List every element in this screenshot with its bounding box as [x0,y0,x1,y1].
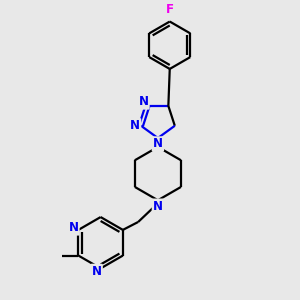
Text: N: N [130,119,140,132]
Text: N: N [92,265,102,278]
Text: F: F [166,3,174,16]
Text: N: N [68,221,79,234]
Text: N: N [153,200,163,213]
Text: N: N [139,95,148,109]
Text: N: N [153,137,163,151]
